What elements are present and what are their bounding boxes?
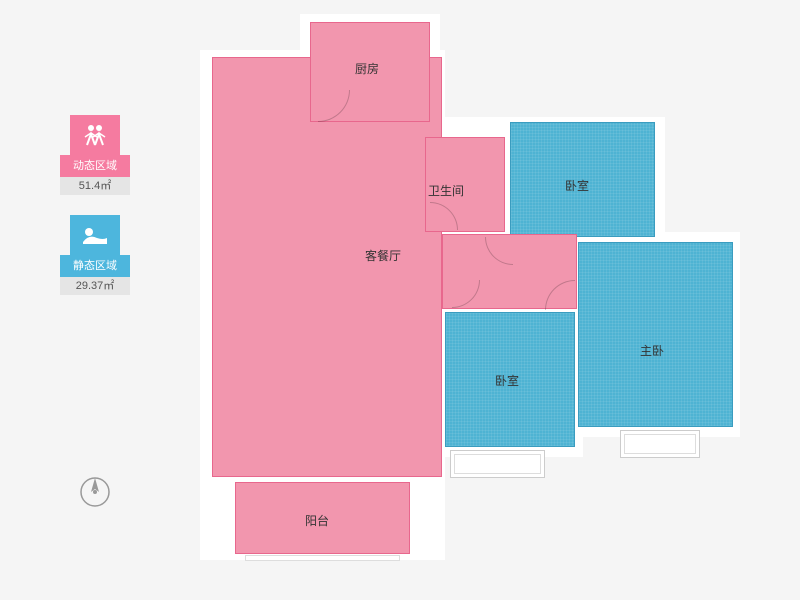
room-label-master: 主卧	[640, 342, 664, 359]
legend-dynamic: 动态区域 51.4㎡	[60, 115, 130, 195]
room-label-bath: 卫生间	[428, 182, 464, 199]
room-label-balcony: 阳台	[305, 512, 329, 529]
legend-static-label: 静态区域	[60, 255, 130, 277]
room-label-bed2: 卧室	[495, 372, 519, 389]
compass-icon	[78, 475, 112, 514]
people-icon	[70, 115, 120, 155]
sleep-icon	[70, 215, 120, 255]
legend-static-value: 29.37㎡	[60, 277, 130, 295]
legend-dynamic-label: 动态区域	[60, 155, 130, 177]
zone-legend: 动态区域 51.4㎡ 静态区域 29.37㎡	[60, 115, 130, 315]
legend-dynamic-value: 51.4㎡	[60, 177, 130, 195]
room-label-bed1: 卧室	[565, 177, 589, 194]
legend-static: 静态区域 29.37㎡	[60, 215, 130, 295]
room-master	[578, 242, 733, 427]
room-label-living: 客餐厅	[365, 247, 401, 264]
floor-plan: 客餐厅厨房卫生间阳台卧室卧室主卧	[200, 22, 740, 557]
window	[620, 430, 700, 458]
balcony-rail	[245, 555, 400, 561]
room-label-kitchen: 厨房	[355, 60, 379, 77]
window	[450, 450, 545, 478]
